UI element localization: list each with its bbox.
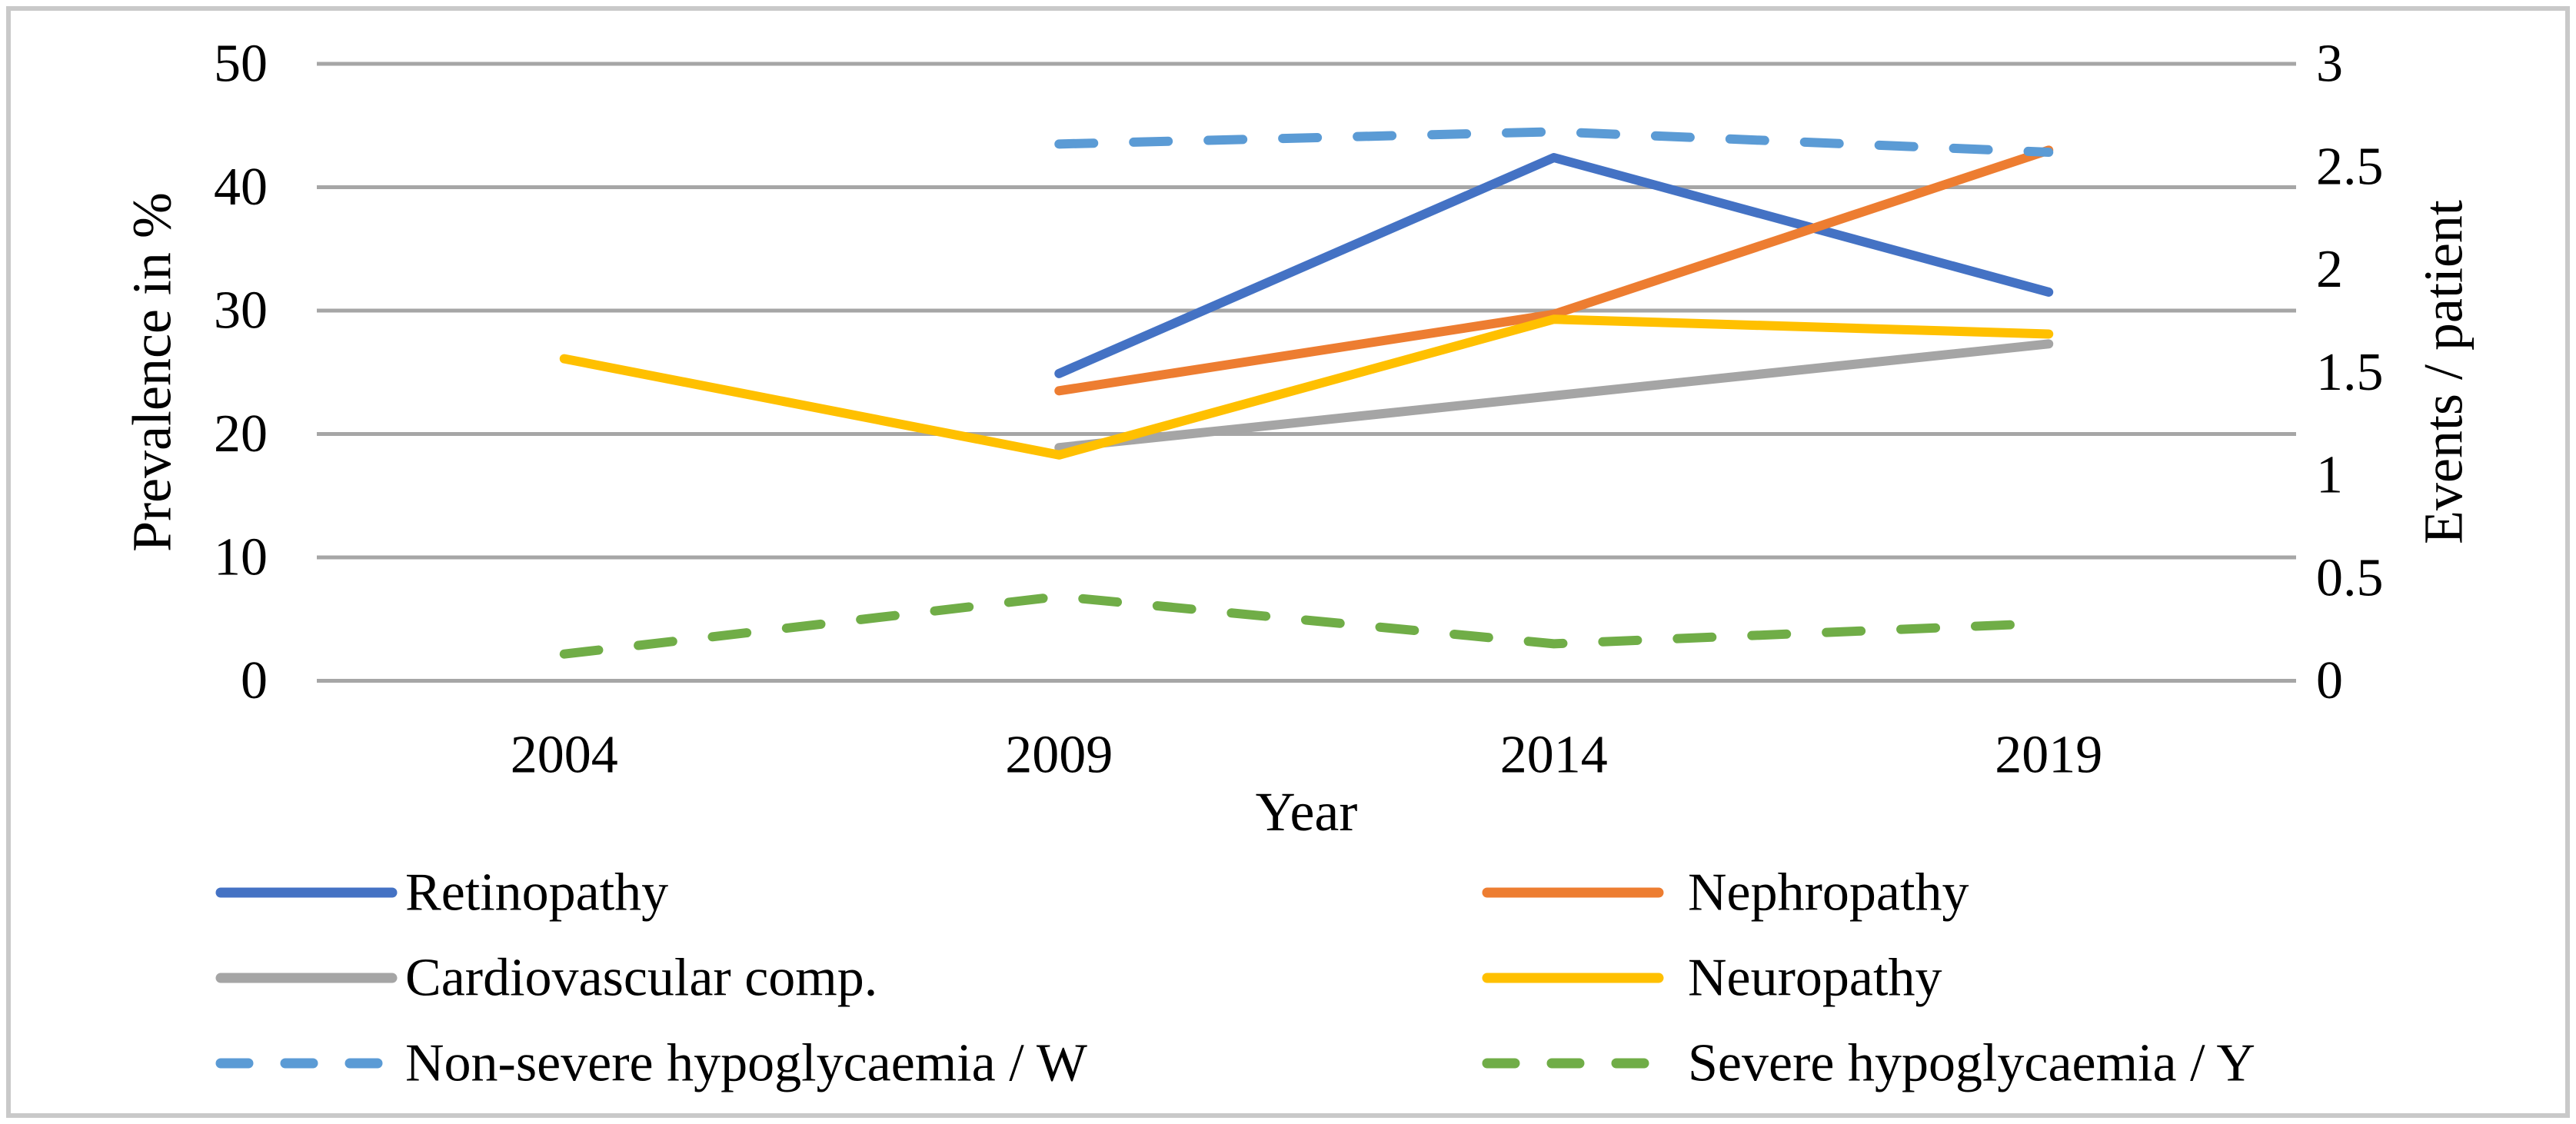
legend-label-nephropathy: Nephropathy [1688,863,1969,923]
legend-label-cardiovascular-comp: Cardiovascular comp. [405,949,877,1008]
left-tick-20: 20 [214,404,268,464]
legend: Retinopathy Nephropathy Cardiovascular com… [215,863,2255,1093]
x-tick-2019: 2019 [1995,726,2102,785]
legend-item-nephropathy: Nephropathy [1482,863,1969,923]
left-tick-50: 50 [214,35,268,94]
x-axis-tick-labels: 2004 2009 2014 2019 [511,726,2103,785]
left-tick-10: 10 [214,528,268,587]
series-line-neuropathy [559,314,2054,460]
gridlines [317,62,2296,683]
legend-item-retinopathy: Retinopathy [215,863,668,923]
legend-item-cardiovascular-comp: Cardiovascular comp. [215,949,877,1008]
left-tick-30: 30 [214,281,268,341]
x-tick-2014: 2014 [1500,726,1608,785]
legend-item-severe-hypoglycaemia-y: Severe hypoglycaemia / Y [1482,1034,2255,1093]
legend-label-severe-hypoglycaemia-y: Severe hypoglycaemia / Y [1688,1034,2255,1093]
right-tick-2.5: 2.5 [2316,137,2384,196]
legend-label-neuropathy: Neuropathy [1688,949,1942,1008]
y-axis-title-right: Events / patient [2413,200,2474,544]
x-tick-2004: 2004 [511,726,618,785]
right-tick-2: 2 [2316,240,2343,299]
series-line-nephropathy [1054,145,2054,396]
figure-border [6,6,2570,1118]
x-axis-title: Year [1256,781,1358,843]
series-line-cardiovascular-comp [1054,339,2054,453]
series-line-retinopathy [1054,152,2054,378]
right-tick-0.5: 0.5 [2316,548,2384,607]
series-line-severe-hypoglycaemia-y [559,591,2054,659]
x-tick-2009: 2009 [1005,726,1113,785]
y-axis-title-left: Prevalence in % [121,192,183,552]
right-axis-tick-labels: 3 2.5 2 1.5 1 0.5 0 [2316,35,2384,711]
legend-item-neuropathy: Neuropathy [1482,949,1942,1008]
right-tick-3: 3 [2316,35,2343,94]
series-lines [559,127,2054,659]
legend-label-non-severe-hypoglycaemia-w: Non-severe hypoglycaemia / W [405,1034,1087,1093]
right-tick-1: 1 [2316,446,2343,505]
left-tick-40: 40 [214,158,268,217]
right-tick-0: 0 [2316,651,2343,710]
right-tick-1.5: 1.5 [2316,343,2384,402]
series-line-non-severe-hypoglycaemia-w [1054,127,2054,158]
legend-label-retinopathy: Retinopathy [405,863,668,923]
legend-item-non-severe-hypoglycaemia-w: Non-severe hypoglycaemia / W [215,1034,1087,1093]
left-tick-0: 0 [241,651,268,710]
left-axis-tick-labels: 50 40 30 20 10 0 [214,35,268,711]
